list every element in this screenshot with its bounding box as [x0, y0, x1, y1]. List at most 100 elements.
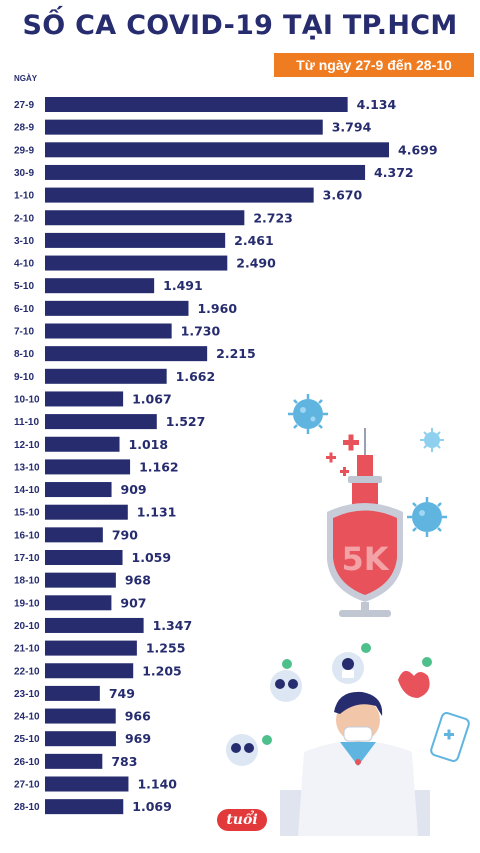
bar: [45, 572, 116, 588]
bar: [45, 255, 228, 271]
bar: [45, 300, 189, 316]
value-label: 2.215: [216, 346, 256, 361]
value-label: 4.134: [357, 97, 397, 112]
value-label: 4.699: [398, 142, 438, 157]
value-label: 1.730: [181, 324, 221, 339]
category-label: 21-10: [14, 644, 40, 655]
value-label: 1.960: [197, 301, 237, 316]
category-label: 24-10: [14, 712, 40, 723]
bar: [45, 640, 137, 656]
value-label: 4.372: [374, 165, 414, 180]
value-label: 790: [112, 527, 138, 542]
category-label: 4-10: [14, 259, 34, 270]
bar: [45, 119, 323, 135]
category-label: 23-10: [14, 689, 40, 700]
value-label: 1.069: [132, 799, 172, 814]
bar: [45, 527, 103, 543]
bar: [45, 142, 389, 158]
bar: [45, 550, 123, 565]
bar: [45, 753, 103, 769]
bar: [45, 391, 124, 407]
value-label: 1.018: [129, 437, 169, 452]
value-label: 1.059: [132, 550, 172, 565]
value-label: 1.205: [142, 663, 182, 678]
value-label: 1.347: [153, 618, 193, 633]
value-label: 1.131: [137, 505, 177, 520]
category-label: 28-9: [14, 123, 34, 134]
category-label: 1-10: [14, 191, 34, 202]
category-label: 3-10: [14, 236, 34, 247]
value-label: 969: [125, 731, 151, 746]
bar: [45, 776, 129, 792]
bar: [45, 617, 144, 633]
category-label: 5-10: [14, 281, 34, 292]
category-label: 10-10: [14, 394, 40, 405]
category-label: 19-10: [14, 598, 40, 609]
bar: [45, 504, 128, 520]
bar: [45, 799, 124, 815]
bar: [45, 708, 116, 724]
bar: [45, 323, 172, 339]
value-label: 968: [125, 573, 151, 588]
category-label: 9-10: [14, 372, 34, 383]
value-label: 1.255: [146, 641, 186, 656]
category-label: 12-10: [14, 440, 40, 451]
category-label: 26-10: [14, 757, 40, 768]
category-label: 16-10: [14, 530, 40, 541]
bar: [45, 164, 366, 180]
value-label: 749: [109, 686, 135, 701]
category-label: 11-10: [14, 417, 39, 428]
value-label: 1.491: [163, 278, 203, 293]
value-label: 1.140: [137, 777, 177, 792]
value-label: 1.162: [139, 459, 179, 474]
category-label: 17-10: [14, 553, 40, 564]
bar: [45, 187, 314, 203]
bar: [45, 685, 100, 701]
bar: [45, 210, 245, 226]
value-label: 966: [125, 709, 151, 724]
value-label: 783: [111, 754, 137, 769]
page-title: SỐ CA COVID-19 TẠI TP.HCM: [22, 10, 458, 41]
category-label: 15-10: [14, 508, 40, 519]
value-label: 909: [121, 482, 147, 497]
date-range-badge: Từ ngày 27-9 đến 28-10: [274, 53, 474, 77]
newspaper-logo: tuổi trẻ: [217, 809, 267, 850]
category-label: 18-10: [14, 576, 40, 587]
value-label: 1.067: [132, 391, 172, 406]
bar: [45, 368, 167, 384]
value-label: 2.461: [234, 233, 274, 248]
category-label: 7-10: [14, 327, 34, 338]
category-label: 29-9: [14, 145, 34, 156]
bar: [45, 278, 155, 294]
category-label: 22-10: [14, 666, 40, 677]
category-label: 13-10: [14, 462, 40, 473]
value-label: 2.490: [236, 256, 276, 271]
bar: [45, 663, 134, 679]
value-label: 3.794: [332, 120, 372, 135]
category-label: 20-10: [14, 621, 40, 632]
category-label: 25-10: [14, 734, 40, 745]
value-label: 2.723: [253, 210, 293, 225]
category-label: 27-9: [14, 100, 34, 111]
category-label: 27-10: [14, 780, 40, 791]
bar: [45, 346, 208, 362]
value-label: 3.670: [323, 188, 363, 203]
y-axis-label: NGÀY: [14, 74, 38, 83]
value-label: 1.662: [176, 369, 216, 384]
bar: [45, 414, 157, 430]
bar: [45, 232, 226, 248]
bar: [45, 459, 131, 475]
category-label: 6-10: [14, 304, 34, 315]
category-label: 2-10: [14, 213, 34, 224]
category-label: 28-10: [14, 802, 40, 813]
value-label: 907: [120, 595, 146, 610]
category-label: 14-10: [14, 485, 40, 496]
bar: [45, 436, 120, 452]
bar: [45, 595, 112, 611]
bar: [45, 97, 348, 112]
category-label: 30-9: [14, 168, 34, 179]
bar: [45, 482, 112, 498]
category-label: 8-10: [14, 349, 34, 360]
bar: [45, 731, 116, 747]
